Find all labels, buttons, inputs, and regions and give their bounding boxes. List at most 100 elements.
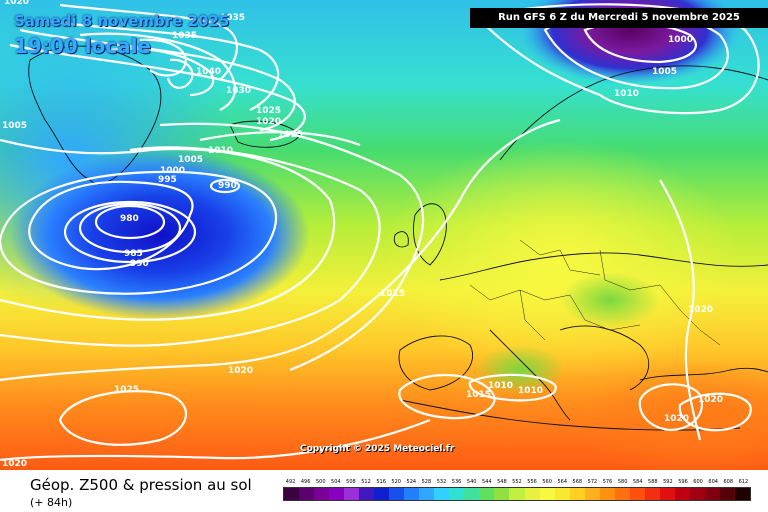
isobar-1030-north <box>39 18 280 111</box>
scale-labels: 492 496 500 504 508 512 516 520 524 528 532 536 540 5… <box>283 478 751 487</box>
pressure-label: 1020 <box>2 459 27 469</box>
color-scale-legend: 492 496 500 504 508 512 516 520 524 528 532 536 540 5… <box>283 478 751 501</box>
scale-swatch <box>404 488 420 500</box>
scale-label: 508 <box>346 479 356 485</box>
pressure-label: 1010 <box>614 89 639 99</box>
scale-swatch <box>299 488 315 500</box>
pressure-label: 1025 <box>256 106 281 116</box>
scale-label: 524 <box>406 479 417 485</box>
coastlines <box>28 45 768 431</box>
scale-label: 612 <box>738 479 749 485</box>
scale-swatch <box>374 488 390 500</box>
scale-swatch <box>479 488 495 500</box>
scale-swatch <box>584 488 600 500</box>
footer: Géop. Z500 & pression au sol (+ 84h) 492… <box>0 470 768 512</box>
isobars <box>0 3 760 462</box>
scale-label: 516 <box>376 479 386 485</box>
scale-label: 568 <box>572 479 583 485</box>
scale-swatch <box>719 488 735 500</box>
scale-label: 588 <box>648 479 658 485</box>
isobar-1035-west <box>139 38 187 77</box>
scale-label: 504 <box>331 479 341 485</box>
scale-label: 572 <box>587 479 598 485</box>
scale-label: 556 <box>527 479 537 485</box>
pressure-label: 1020 <box>698 395 723 405</box>
pressure-label: 980 <box>120 214 139 224</box>
scale-swatch <box>434 488 450 500</box>
valid-date: Samedi 8 novembre 2025 <box>14 12 230 30</box>
scale-swatch <box>539 488 555 500</box>
pressure-label: 1010 <box>488 381 513 391</box>
scale-swatch <box>449 488 465 500</box>
isobar-1015-mid <box>199 131 361 147</box>
isobar-1010-med <box>468 373 557 402</box>
scale-swatch <box>569 488 585 500</box>
scale-label: 532 <box>436 479 447 485</box>
scale-label: 604 <box>708 479 718 485</box>
scale-label: 580 <box>617 479 628 485</box>
scale-label: 576 <box>602 479 613 485</box>
isobar-1040 <box>166 58 194 89</box>
pressure-label: 1010 <box>518 386 543 396</box>
scale-swatch <box>659 488 675 500</box>
pressure-label: 1035 <box>220 13 245 23</box>
pressure-label: 1020 <box>4 0 29 7</box>
scale-swatch <box>644 488 660 500</box>
weather-map: 1020 1035 1035 1040 1030 1025 1020 1015 … <box>0 0 768 470</box>
scale-swatch <box>344 488 360 500</box>
pressure-label: 995 <box>158 175 177 185</box>
scale-label: 596 <box>678 479 688 485</box>
scale-label: 564 <box>557 479 567 485</box>
pressure-label: 1020 <box>688 305 713 315</box>
scale-swatch <box>524 488 540 500</box>
isobar-985 <box>78 202 182 254</box>
scale-label: 552 <box>512 479 522 485</box>
scale-bar <box>283 487 751 501</box>
scale-label: 496 <box>300 479 311 485</box>
run-info-banner: Run GFS 6 Z du Mercredi 5 novembre 2025 <box>470 8 768 28</box>
scale-swatch <box>629 488 645 500</box>
pressure-label: 1000 <box>668 35 693 45</box>
isobar-1035-north <box>59 3 238 81</box>
pressure-label: 1015 <box>380 289 405 299</box>
yellow-ridge <box>380 140 740 380</box>
scale-swatch <box>509 488 525 500</box>
scale-label: 548 <box>497 479 507 485</box>
orange-south-east <box>580 360 768 470</box>
isobar-1000 <box>0 170 277 295</box>
scale-swatch <box>419 488 435 500</box>
pressure-label: 1020 <box>228 366 253 376</box>
scale-swatch <box>614 488 630 500</box>
pressure-label: 1030 <box>226 86 251 96</box>
isobar-1020-se2 <box>678 392 752 432</box>
pressure-label: 1025 <box>114 385 139 395</box>
pressure-label: 1015 <box>466 390 491 400</box>
pressure-label: 985 <box>124 249 143 259</box>
scale-label: 512 <box>361 479 371 485</box>
product-title: Géop. Z500 & pression au sol <box>30 476 252 494</box>
scale-label: 528 <box>421 479 432 485</box>
isobar-1020-se <box>638 383 703 432</box>
scale-swatch <box>284 488 300 500</box>
scale-label: 540 <box>466 479 477 485</box>
isobar-1010-north <box>479 3 760 115</box>
scale-label: 492 <box>285 479 296 485</box>
isobar-1020-south <box>0 418 431 462</box>
pressure-label: 990 <box>218 181 237 191</box>
scale-label: 544 <box>481 479 492 485</box>
valid-time: 19:00 locale <box>14 34 151 58</box>
pressure-label: 1010 <box>208 146 233 156</box>
pressure-label: 1005 <box>652 67 677 77</box>
pressure-label: 1015 <box>278 130 303 140</box>
map-canvas: 1020 1035 1035 1040 1030 1025 1020 1015 … <box>0 0 768 470</box>
isobar-1005 <box>0 138 336 321</box>
scale-label: 520 <box>391 479 401 485</box>
pressure-label: 990 <box>130 259 149 269</box>
isobar-995 <box>28 180 194 271</box>
scale-label: 608 <box>723 479 734 485</box>
isobar-990-small <box>209 178 241 194</box>
isobar-1020-north <box>9 43 306 142</box>
scale-swatch <box>494 488 510 500</box>
scale-swatch <box>704 488 720 500</box>
pressure-label: 1020 <box>256 117 281 127</box>
